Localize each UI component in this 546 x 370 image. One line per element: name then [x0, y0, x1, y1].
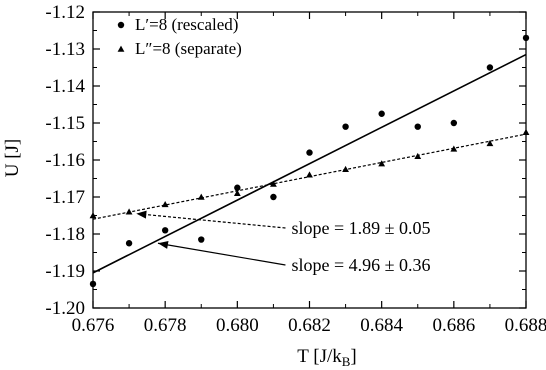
data-point-series-1: [306, 149, 313, 156]
data-point-series-1: [450, 119, 458, 127]
fit-line-series-1: [92, 53, 527, 274]
fit-lines: [92, 53, 527, 274]
legend: L′=8 (rescaled) L″=8 (separate): [117, 15, 242, 58]
x-tick-label: 0.682: [288, 315, 331, 336]
data-point-series-2: [197, 193, 205, 200]
data-point-series-2: [522, 128, 530, 135]
data-point-series-1: [486, 64, 494, 71]
annotation-arrow-line: [157, 242, 286, 266]
data-point-series-1: [414, 123, 421, 130]
y-tick-label: -1.17: [45, 187, 85, 208]
annotation-label: slope = 4.96 ± 0.36: [291, 255, 430, 275]
x-tick-label: 0.680: [216, 315, 259, 336]
legend-label-series-1: L′=8 (rescaled): [135, 15, 238, 34]
data-point-series-1: [89, 280, 97, 288]
data-point-series-1: [378, 110, 385, 117]
data-point-series-2: [233, 189, 241, 197]
y-tick-label: -1.14: [45, 76, 85, 97]
y-tick-label: -1.15: [45, 113, 85, 134]
data-markers: [89, 34, 530, 288]
annotation-label: slope = 1.89 ± 0.05: [291, 218, 430, 238]
y-tick-label: -1.12: [45, 2, 85, 23]
legend-label-series-2: L″=8 (separate): [135, 39, 242, 58]
y-tick-label: -1.16: [45, 150, 85, 171]
annotation-arrowhead: [136, 210, 147, 219]
y-tick-label: -1.19: [45, 261, 85, 282]
data-point-series-1: [270, 193, 277, 201]
data-point-series-2: [450, 145, 458, 152]
data-point-series-1: [342, 123, 349, 130]
data-point-series-2: [342, 165, 349, 172]
x-tick-label: 0.676: [72, 315, 115, 336]
data-point-series-2: [161, 201, 169, 208]
annotation-arrow-line: [136, 213, 286, 229]
data-point-series-1: [522, 34, 530, 42]
data-point-series-2: [270, 180, 277, 187]
annotation-arrowhead: [157, 240, 169, 249]
data-point-series-1: [234, 184, 241, 191]
legend-marker-series-2: [117, 45, 125, 52]
x-axis-label-subscript: B: [342, 354, 351, 369]
legend-marker-series-1: [117, 21, 125, 29]
annotations: slope = 1.89 ± 0.05 slope = 4.96 ± 0.36: [136, 210, 430, 275]
data-point-series-2: [306, 171, 313, 178]
y-tick-label: -1.13: [45, 39, 85, 60]
x-axis-label: T [J/kB]: [297, 346, 357, 369]
x-tick-label: 0.684: [360, 315, 403, 336]
data-point-series-2: [414, 152, 422, 160]
y-axis-label: U [J]: [2, 139, 23, 178]
y-tick-label: -1.18: [45, 224, 85, 245]
x-tick-label: 0.688: [505, 315, 546, 336]
data-point-series-2: [125, 208, 133, 215]
x-tick-label: 0.686: [432, 315, 475, 336]
data-point-series-1: [161, 227, 169, 234]
data-point-series-2: [486, 139, 494, 147]
axes: 0.676 0.678 0.680 0.682 0.684 0.686 0.688 -1.20…: [45, 2, 546, 336]
y-tick-label: -1.20: [45, 298, 85, 319]
data-point-series-2: [378, 160, 386, 167]
data-point-series-1: [198, 236, 205, 243]
x-tick-label: 0.678: [144, 315, 187, 336]
data-point-series-1: [125, 240, 133, 247]
